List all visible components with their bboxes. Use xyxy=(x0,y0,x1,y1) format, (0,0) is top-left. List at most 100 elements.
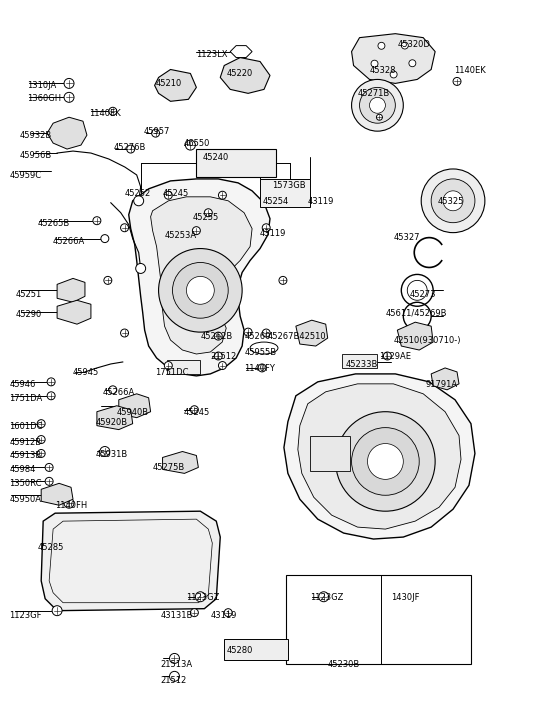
Circle shape xyxy=(384,352,391,360)
Circle shape xyxy=(109,107,117,115)
Text: 45220: 45220 xyxy=(226,70,252,79)
Polygon shape xyxy=(298,384,461,529)
Text: 45328: 45328 xyxy=(370,67,396,75)
Polygon shape xyxy=(151,197,252,354)
Circle shape xyxy=(258,364,266,372)
Text: 43119: 43119 xyxy=(260,229,286,238)
Polygon shape xyxy=(154,70,196,102)
Text: 45957: 45957 xyxy=(144,127,170,136)
Circle shape xyxy=(214,332,222,340)
Polygon shape xyxy=(230,45,252,58)
Circle shape xyxy=(169,653,180,663)
Text: 45253A: 45253A xyxy=(165,231,197,240)
Circle shape xyxy=(187,276,214,305)
Polygon shape xyxy=(220,58,270,93)
Circle shape xyxy=(443,191,463,211)
Text: 43119: 43119 xyxy=(308,197,334,206)
Circle shape xyxy=(121,329,129,337)
Circle shape xyxy=(224,608,232,617)
Text: 45245: 45245 xyxy=(183,408,210,417)
Circle shape xyxy=(431,179,475,223)
Text: 45240: 45240 xyxy=(202,153,229,162)
Text: 1140EK: 1140EK xyxy=(454,67,486,75)
Circle shape xyxy=(45,464,53,471)
Text: 45325: 45325 xyxy=(437,197,464,206)
Circle shape xyxy=(421,169,485,233)
Text: 45290: 45290 xyxy=(15,310,41,320)
Circle shape xyxy=(279,276,287,285)
Bar xyxy=(286,575,471,665)
Bar xyxy=(224,638,288,660)
Text: 1751DC: 1751DC xyxy=(154,368,188,377)
Circle shape xyxy=(159,248,242,332)
Text: 45320D: 45320D xyxy=(398,40,430,49)
Polygon shape xyxy=(129,179,270,376)
Circle shape xyxy=(136,263,146,273)
Text: 45273: 45273 xyxy=(409,290,436,300)
Text: 1310JA: 1310JA xyxy=(27,82,56,90)
Circle shape xyxy=(453,77,461,85)
Circle shape xyxy=(64,92,74,102)
Polygon shape xyxy=(47,117,87,149)
Text: 43131B: 43131B xyxy=(160,611,193,620)
Circle shape xyxy=(100,447,110,457)
Text: 45946: 45946 xyxy=(9,380,36,389)
Circle shape xyxy=(336,412,435,511)
Circle shape xyxy=(64,78,74,88)
Text: 1129AE: 1129AE xyxy=(379,352,412,361)
Text: 45230B: 45230B xyxy=(328,660,360,670)
Polygon shape xyxy=(284,374,475,539)
Text: 45984: 45984 xyxy=(9,466,36,474)
Text: 91791A: 91791A xyxy=(425,380,457,389)
Circle shape xyxy=(377,114,383,120)
Text: 1140FH: 1140FH xyxy=(55,501,87,510)
Text: 45920B: 45920B xyxy=(96,417,128,427)
Circle shape xyxy=(93,217,101,224)
Text: 45255: 45255 xyxy=(193,213,218,222)
Text: 45262B: 45262B xyxy=(200,332,232,341)
Text: 45327: 45327 xyxy=(393,233,420,241)
Circle shape xyxy=(152,129,160,137)
Circle shape xyxy=(164,191,172,200)
Text: 45913B: 45913B xyxy=(9,452,41,461)
Circle shape xyxy=(351,80,404,131)
Text: 1123GZ: 1123GZ xyxy=(187,593,220,602)
Circle shape xyxy=(351,427,419,496)
Circle shape xyxy=(262,224,270,231)
Circle shape xyxy=(244,328,252,336)
Text: 45271B: 45271B xyxy=(358,89,390,99)
Circle shape xyxy=(195,591,206,601)
Circle shape xyxy=(359,87,395,124)
Circle shape xyxy=(370,97,385,114)
Circle shape xyxy=(121,224,129,231)
Circle shape xyxy=(104,276,112,285)
Polygon shape xyxy=(57,300,91,324)
Circle shape xyxy=(45,477,53,486)
Circle shape xyxy=(164,361,172,369)
Bar xyxy=(310,435,350,471)
Bar xyxy=(260,179,310,207)
Circle shape xyxy=(173,263,228,318)
Circle shape xyxy=(190,405,199,414)
Circle shape xyxy=(37,435,45,444)
Text: 45254: 45254 xyxy=(263,197,289,206)
Polygon shape xyxy=(431,368,459,390)
Circle shape xyxy=(186,140,195,150)
Text: 1350RC: 1350RC xyxy=(9,479,42,488)
Polygon shape xyxy=(97,405,133,430)
Circle shape xyxy=(52,606,62,616)
Polygon shape xyxy=(398,322,433,350)
Text: 45276B: 45276B xyxy=(114,143,146,152)
Text: 45210: 45210 xyxy=(155,80,182,89)
Text: 45959C: 45959C xyxy=(9,171,41,180)
Text: 45252: 45252 xyxy=(125,189,151,198)
Circle shape xyxy=(378,43,385,49)
Circle shape xyxy=(37,449,45,457)
Text: 45940B: 45940B xyxy=(117,408,149,417)
Text: 45280: 45280 xyxy=(226,647,253,655)
Text: 45932B: 45932B xyxy=(19,131,52,140)
Circle shape xyxy=(204,209,213,217)
Text: 45956B: 45956B xyxy=(19,151,52,160)
Bar xyxy=(196,149,276,177)
Text: 45285: 45285 xyxy=(37,543,63,552)
